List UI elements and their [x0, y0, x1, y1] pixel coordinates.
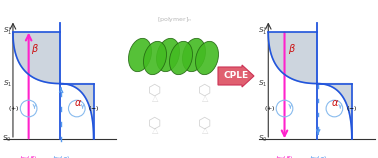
Text: △: △	[202, 127, 208, 136]
Text: △: △	[152, 127, 158, 136]
Text: $h\nu(\alpha)$: $h\nu(\alpha)$	[309, 154, 328, 158]
Text: $(-)$: $(-)$	[346, 104, 358, 113]
Text: $\alpha$: $\alpha$	[74, 98, 82, 108]
Ellipse shape	[169, 41, 192, 75]
Text: $(+)$: $(+)$	[264, 104, 275, 113]
Text: $h\nu(\alpha)$: $h\nu(\alpha)$	[52, 154, 71, 158]
Text: $h\nu(\beta)$: $h\nu(\beta)$	[275, 154, 294, 158]
Polygon shape	[268, 32, 317, 84]
Text: $(+)$: $(+)$	[8, 104, 20, 113]
Polygon shape	[13, 32, 60, 84]
Text: $\beta$: $\beta$	[31, 42, 39, 56]
Text: △: △	[152, 94, 158, 103]
Text: $S_1'$: $S_1'$	[3, 26, 12, 38]
Polygon shape	[60, 84, 94, 139]
Text: ⬡: ⬡	[198, 115, 212, 131]
Ellipse shape	[156, 38, 180, 72]
Text: ⬡: ⬡	[198, 82, 212, 97]
FancyArrow shape	[218, 65, 254, 87]
Text: △: △	[202, 94, 208, 103]
Text: CPLE: CPLE	[223, 72, 249, 80]
Text: $S_0$: $S_0$	[258, 134, 267, 144]
Ellipse shape	[183, 38, 206, 72]
Ellipse shape	[129, 38, 152, 72]
Text: $[\mathsf{polymer}]_n$: $[\mathsf{polymer}]_n$	[157, 15, 192, 24]
Text: $\beta$: $\beta$	[288, 42, 296, 56]
Text: $S_0$: $S_0$	[2, 134, 12, 144]
Text: $S_1$: $S_1$	[3, 79, 12, 89]
Ellipse shape	[144, 41, 166, 75]
Text: $S_1'$: $S_1'$	[258, 26, 267, 38]
Text: $S_1$: $S_1$	[258, 79, 267, 89]
Text: ⬡: ⬡	[148, 115, 162, 131]
Polygon shape	[317, 84, 352, 139]
Ellipse shape	[195, 41, 218, 75]
Text: $h\nu(\beta)$: $h\nu(\beta)$	[19, 154, 38, 158]
Text: ⬡: ⬡	[148, 82, 162, 97]
Text: $(-)$: $(-)$	[88, 104, 99, 113]
Text: $\alpha$: $\alpha$	[332, 98, 340, 108]
